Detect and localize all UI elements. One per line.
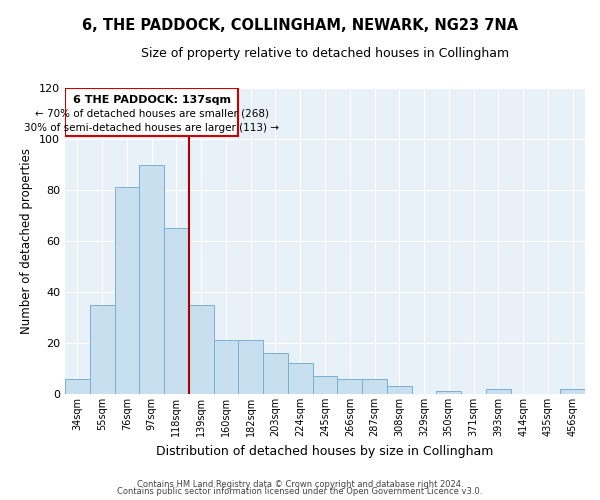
Bar xyxy=(189,305,214,394)
Text: Contains HM Land Registry data © Crown copyright and database right 2024.: Contains HM Land Registry data © Crown c… xyxy=(137,480,463,489)
Bar xyxy=(263,353,288,394)
Text: 30% of semi-detached houses are larger (113) →: 30% of semi-detached houses are larger (… xyxy=(24,122,279,132)
Text: 6, THE PADDOCK, COLLINGHAM, NEWARK, NG23 7NA: 6, THE PADDOCK, COLLINGHAM, NEWARK, NG23… xyxy=(82,18,518,32)
Text: ← 70% of detached houses are smaller (268): ← 70% of detached houses are smaller (26… xyxy=(35,108,269,118)
Bar xyxy=(362,378,387,394)
Title: Size of property relative to detached houses in Collingham: Size of property relative to detached ho… xyxy=(141,48,509,60)
Bar xyxy=(90,305,115,394)
Bar xyxy=(65,88,238,136)
Text: 6 THE PADDOCK: 137sqm: 6 THE PADDOCK: 137sqm xyxy=(73,94,230,104)
X-axis label: Distribution of detached houses by size in Collingham: Distribution of detached houses by size … xyxy=(157,444,494,458)
Bar xyxy=(288,364,313,394)
Bar xyxy=(164,228,189,394)
Bar xyxy=(238,340,263,394)
Bar xyxy=(337,378,362,394)
Bar xyxy=(313,376,337,394)
Bar xyxy=(115,188,139,394)
Bar xyxy=(560,389,585,394)
Bar xyxy=(436,392,461,394)
Bar xyxy=(65,378,90,394)
Bar xyxy=(486,389,511,394)
Bar xyxy=(139,164,164,394)
Bar xyxy=(214,340,238,394)
Bar xyxy=(387,386,412,394)
Y-axis label: Number of detached properties: Number of detached properties xyxy=(20,148,34,334)
Text: Contains public sector information licensed under the Open Government Licence v3: Contains public sector information licen… xyxy=(118,487,482,496)
